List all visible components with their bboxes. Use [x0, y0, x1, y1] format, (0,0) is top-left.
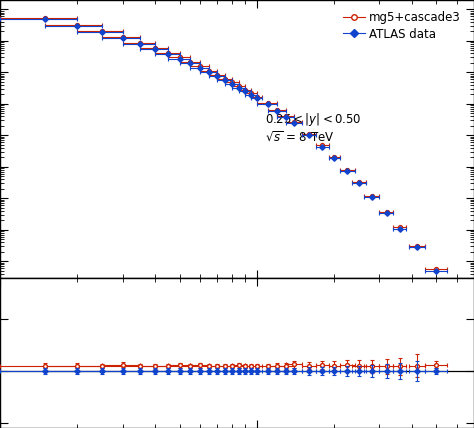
Legend: mg5+cascade3, ATLAS data: mg5+cascade3, ATLAS data: [341, 9, 464, 43]
Text: $0.25 < |y| < 0.50$
$\sqrt{s}$ = 8 TeV: $0.25 < |y| < 0.50$ $\sqrt{s}$ = 8 TeV: [265, 111, 362, 145]
